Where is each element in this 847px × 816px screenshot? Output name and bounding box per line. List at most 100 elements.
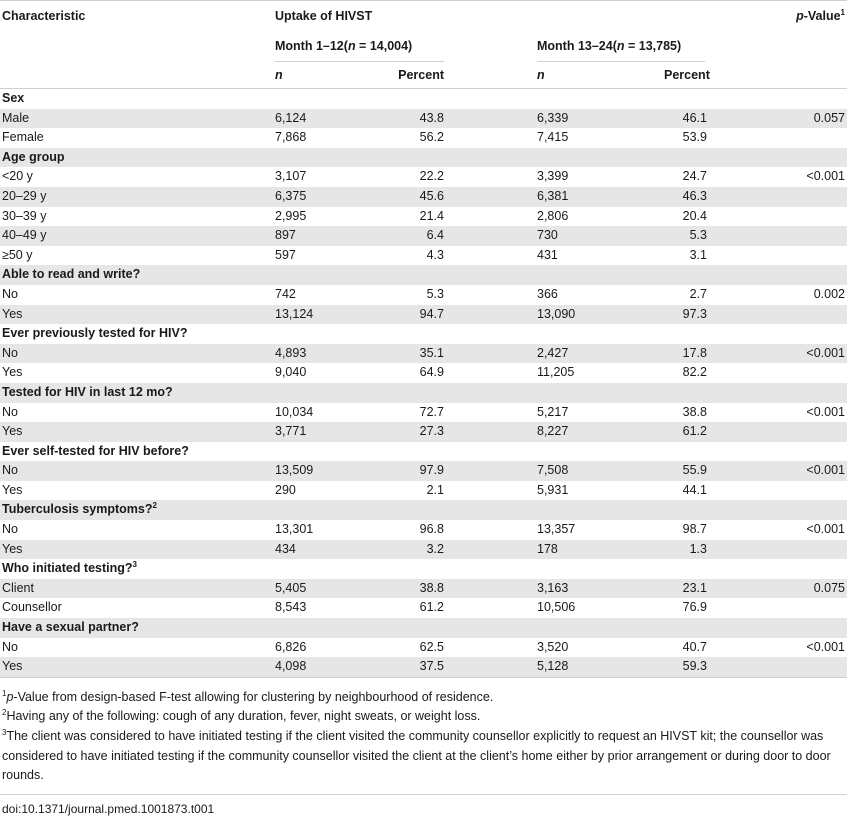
- percent-month1: 27.3: [394, 422, 446, 442]
- period2-cell: 6,381 46.3: [535, 186, 707, 207]
- n-month2: 11,205: [537, 365, 575, 380]
- n-month2: 366: [537, 286, 558, 301]
- percent-month2: 38.8: [682, 404, 707, 419]
- group-header-row: Ever self-tested for HIV before?: [0, 442, 847, 462]
- row-label: Client: [0, 578, 273, 599]
- row-label: No: [2, 404, 18, 419]
- period2-cell: 11,205 82.2: [535, 363, 707, 383]
- percent-month2: 1.3: [689, 541, 707, 556]
- percent-month2: 55.9: [682, 463, 707, 478]
- row-label: No: [2, 639, 18, 654]
- p-value: [707, 363, 847, 383]
- n-month2: 13,090: [537, 306, 576, 321]
- row-label: Male: [0, 108, 273, 129]
- percent-month2: 23.1: [682, 580, 707, 595]
- percent-month1: 3.2: [394, 539, 446, 560]
- table-row: Client 5,405 38.8 3,163 23.1 0.075: [0, 578, 847, 599]
- percent-month1: 4.3: [426, 247, 444, 262]
- n-month2: 730: [537, 228, 558, 243]
- period2-cell: 5,128 59.3: [535, 657, 707, 678]
- n-month2: 2,806: [537, 208, 569, 223]
- n-month1: 13,509: [273, 461, 394, 481]
- row-label: Yes: [2, 365, 23, 380]
- n-month1: 3,107: [275, 169, 307, 184]
- row-label: 40–49 y: [0, 226, 273, 246]
- table-row: Yes 13,124 94.7 13,090 97.3: [0, 304, 847, 325]
- n-month1: 13,124: [273, 304, 394, 325]
- n-month1: 3,771: [273, 422, 394, 442]
- period2-cell: 5,217 38.8: [535, 403, 707, 423]
- spacer: [446, 246, 535, 266]
- row-label: No: [0, 343, 273, 364]
- p-value: <0.001: [806, 404, 845, 419]
- percent-month2: 44.1: [682, 482, 707, 497]
- group-header-row: Tuberculosis symptoms?2: [0, 500, 847, 521]
- n-month2: 5,217: [537, 404, 569, 419]
- spacer: [446, 403, 535, 423]
- period2-cell: 7,508 55.9: [535, 461, 707, 481]
- period2-cell: 3,163 23.1: [535, 578, 707, 599]
- p-value: [707, 598, 847, 618]
- spacer: [446, 167, 535, 187]
- n-month2: 6,339: [537, 110, 569, 125]
- percent-month1: 62.5: [419, 639, 444, 654]
- percent-month1: 56.2: [419, 130, 444, 145]
- group-header-row: Tested for HIV in last 12 mo?: [0, 382, 847, 403]
- n-month1: 6,375: [273, 186, 394, 207]
- n-month2: 5,931: [537, 482, 569, 497]
- group-header-row: Age group: [0, 147, 847, 168]
- table-row: No 4,893 35.1 2,427 17.8 <0.001: [0, 343, 847, 364]
- period2-cell: 366 2.7: [535, 285, 707, 305]
- percent-month2: 76.9: [682, 600, 707, 615]
- footnote-2: 2Having any of the following: cough of a…: [2, 708, 481, 724]
- group-title: Tested for HIV in last 12 mo?: [0, 382, 847, 403]
- n-month1: 6,124: [273, 108, 394, 129]
- table-row: Yes 9,040 64.9 11,205 82.2: [0, 363, 847, 383]
- percent-month1: 6.4: [394, 226, 446, 246]
- p-value: [707, 186, 847, 207]
- percent-month1: 97.9: [394, 461, 446, 481]
- group-title: Age group: [0, 147, 847, 168]
- pvalue-rest: -Value: [803, 9, 841, 23]
- n-month1: 742: [275, 286, 296, 301]
- spacer: [446, 128, 535, 148]
- n-month2: 431: [537, 247, 558, 262]
- percent-month1: 43.8: [394, 108, 446, 129]
- doi-link[interactable]: doi:10.1371/journal.pmed.1001873.t001: [0, 793, 847, 816]
- percent-month1: 94.7: [394, 304, 446, 325]
- n-month1: 9,040: [275, 365, 307, 380]
- spacer: [446, 461, 535, 481]
- group-header-row: Sex: [0, 89, 847, 109]
- table-row: Yes 434 3.2 178 1.3: [0, 539, 847, 560]
- group-title: Able to read and write?: [0, 265, 847, 285]
- spacer: [446, 422, 535, 442]
- percent1-header: Percent: [394, 62, 446, 89]
- table-row: 40–49 y 897 6.4 730 5.3: [0, 226, 847, 246]
- period2-header: Month 13–24(n = 13,785): [535, 31, 707, 62]
- table-row: No 10,034 72.7 5,217 38.8 <0.001: [0, 403, 847, 423]
- period2-cell: 13,357 98.7: [535, 520, 707, 540]
- group-title: Sex: [2, 91, 25, 105]
- percent-month1: 96.8: [419, 522, 444, 537]
- n-month2: 3,163: [537, 580, 569, 595]
- p-value: [707, 657, 847, 678]
- characteristic-header: Characteristic: [0, 0, 273, 31]
- p-value: 0.002: [813, 286, 845, 301]
- percent-month2: 53.9: [682, 130, 707, 145]
- period2-cell: 6,339 46.1: [535, 108, 707, 129]
- percent-month1: 5.3: [426, 286, 444, 301]
- percent-month2: 2.7: [689, 286, 707, 301]
- percent-month2: 59.3: [682, 659, 707, 674]
- spacer: [446, 343, 535, 364]
- header-row-3: n Percent n Percent: [0, 62, 847, 89]
- n-month1: 6,826: [275, 639, 307, 654]
- percent-month1: 64.9: [419, 365, 444, 380]
- period2-cell: 178 1.3: [535, 539, 707, 560]
- spacer: [446, 363, 535, 383]
- percent-month1: 72.7: [419, 404, 444, 419]
- n2-header: n Percent: [535, 62, 710, 89]
- pvalue-italic: p: [796, 9, 804, 23]
- n-month2: 8,227: [537, 424, 569, 439]
- row-label: Counsellor: [2, 600, 62, 615]
